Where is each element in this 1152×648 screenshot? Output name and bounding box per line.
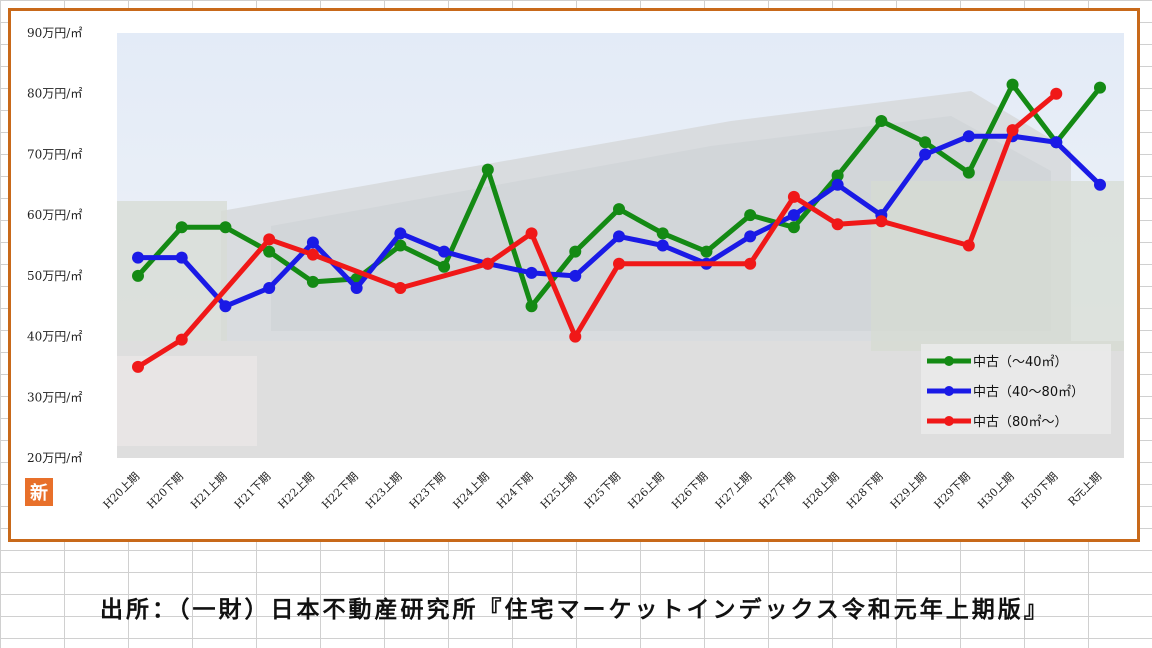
data-point (394, 239, 407, 252)
x-tick-label: H30上期 (975, 470, 1016, 511)
y-tick-label: 20万円/㎡ (27, 451, 82, 465)
x-tick-label: H21下期 (232, 470, 273, 511)
data-point (219, 221, 232, 234)
x-tick-label: H25上期 (538, 470, 579, 511)
y-tick-label: 30万円/㎡ (27, 390, 82, 404)
data-point (919, 136, 932, 149)
data-point (962, 239, 975, 252)
legend-marker (944, 386, 954, 396)
data-point (1050, 136, 1063, 149)
data-point (263, 233, 276, 246)
x-tick-label: H27下期 (757, 470, 798, 511)
logo-badge: 新 (25, 478, 53, 506)
data-point (569, 245, 582, 258)
x-tick-label: H30下期 (1019, 470, 1060, 511)
data-point (875, 115, 888, 128)
data-point (569, 330, 582, 343)
legend-marker (944, 416, 954, 426)
line-chart: 20万円/㎡ 30万円/㎡ 40万円/㎡ 50万円/㎡ 60万円/㎡ 70万円/㎡ 80万円… (25, 26, 1124, 511)
series-line-3 (135, 91, 1059, 370)
data-point (613, 230, 625, 243)
data-point (525, 227, 538, 240)
data-point (744, 257, 757, 270)
legend-label: 中古（80㎡～） (973, 415, 1068, 430)
chart-frame: 20万円/㎡ 30万円/㎡ 40万円/㎡ 50万円/㎡ 60万円/㎡ 70万円/㎡ 80万円… (8, 8, 1140, 542)
data-point (1094, 81, 1106, 94)
data-point (613, 257, 625, 270)
data-point (306, 248, 319, 261)
data-point (1094, 178, 1106, 191)
legend-label: 中古（40～80㎡） (973, 385, 1084, 400)
data-point (787, 221, 800, 234)
data-point (831, 178, 844, 191)
y-tick-label: 80万円/㎡ (27, 87, 82, 101)
y-tick-label: 90万円/㎡ (27, 26, 82, 40)
data-point (175, 221, 188, 234)
data-point (263, 245, 276, 258)
y-tick-label: 50万円/㎡ (27, 269, 82, 283)
x-tick-label: H28上期 (800, 470, 841, 511)
data-point (613, 203, 625, 216)
data-point (1050, 87, 1063, 100)
data-point (350, 282, 363, 294)
data-point (132, 251, 144, 264)
x-tick-label: R元上期 (1066, 470, 1104, 508)
data-point (306, 275, 319, 288)
x-tick-label: H28下期 (844, 470, 885, 511)
logo-text: 新 (30, 482, 48, 504)
y-tick-label: 70万円/㎡ (27, 147, 82, 161)
data-point (656, 227, 669, 240)
data-point (219, 300, 232, 313)
data-point (175, 251, 188, 264)
x-tick-label: H22上期 (276, 470, 317, 511)
x-tick-label: H21上期 (188, 470, 229, 511)
data-point (744, 230, 757, 243)
x-tick-label: H29下期 (932, 470, 973, 511)
data-point (1006, 78, 1019, 91)
data-point (263, 282, 276, 294)
x-tick-label: H22下期 (319, 470, 360, 511)
y-tick-label: 60万円/㎡ (27, 208, 82, 222)
x-tick-label: H29上期 (888, 470, 929, 511)
data-point (831, 169, 844, 182)
data-point (1006, 124, 1019, 137)
data-point (394, 227, 407, 240)
data-point (569, 269, 582, 282)
y-tick-label: 40万円/㎡ (27, 330, 82, 344)
x-tick-label: H23下期 (407, 470, 448, 511)
x-tick-label: H26下期 (669, 470, 710, 511)
x-tick-label: H20下期 (144, 470, 185, 511)
data-point (787, 209, 800, 222)
x-tick-label: H20上期 (101, 470, 142, 511)
x-tick-label: H25下期 (582, 470, 623, 511)
x-tick-label: H23上期 (363, 470, 404, 511)
data-point (700, 245, 713, 258)
data-point (132, 269, 144, 282)
data-point (481, 163, 494, 176)
data-point (481, 257, 494, 270)
data-point (394, 282, 407, 294)
x-tick-label: H24上期 (451, 470, 492, 511)
x-tick-label: H24下期 (494, 470, 535, 511)
data-point (438, 260, 451, 273)
data-point (831, 218, 844, 231)
data-point (656, 239, 669, 252)
data-point (175, 333, 188, 346)
data-point (875, 215, 888, 228)
source-citation: 出所：（一財）日本不動産研究所『住宅マーケットインデックス令和元年上期版』 (100, 597, 1050, 623)
data-point (919, 148, 932, 161)
data-point (132, 360, 144, 373)
data-point (787, 190, 800, 203)
data-point (438, 245, 451, 258)
data-point (744, 209, 757, 222)
data-point (962, 130, 975, 143)
x-tick-label: H27上期 (713, 470, 754, 511)
legend-marker (944, 356, 954, 366)
data-point (962, 166, 975, 179)
data-point (306, 236, 319, 249)
legend-label: 中古（～40㎡） (973, 355, 1068, 370)
x-tick-label: H26上期 (625, 470, 666, 511)
data-point (525, 300, 538, 313)
data-point (525, 266, 538, 279)
